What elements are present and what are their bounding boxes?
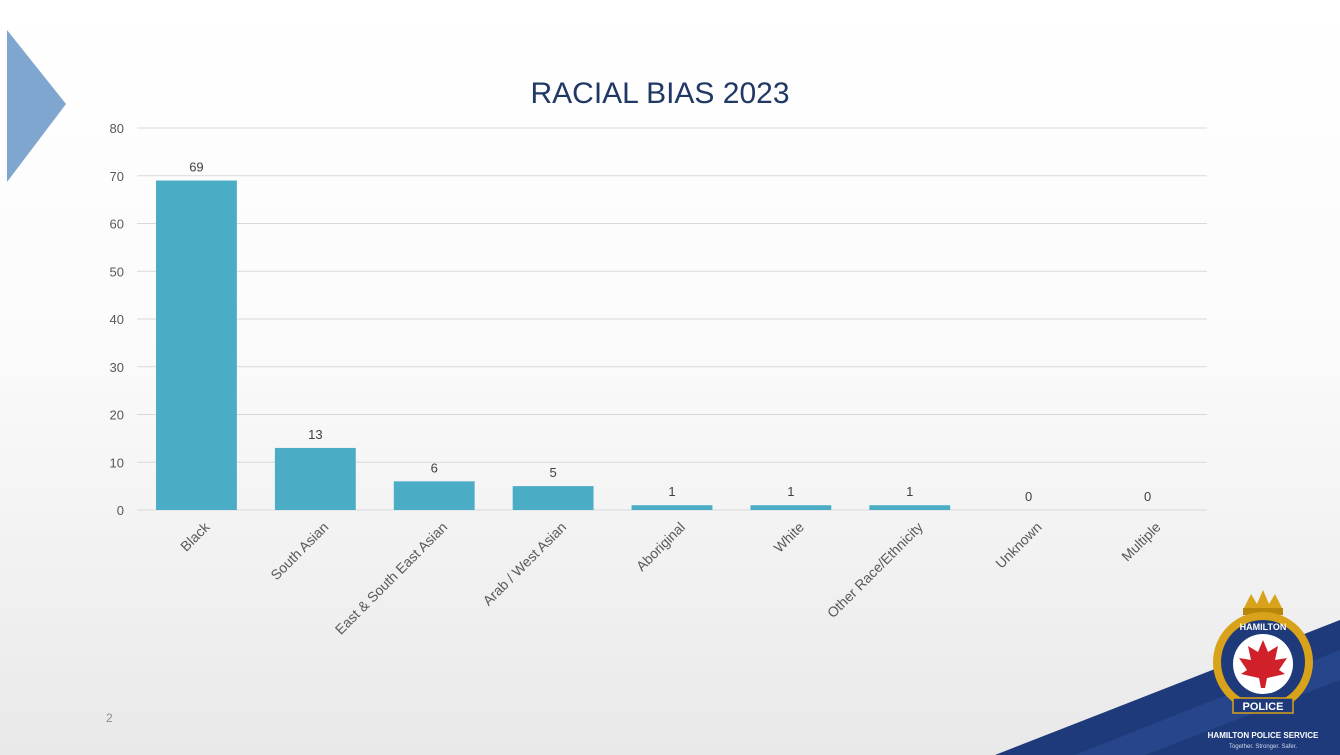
data-label: 69 [189, 160, 203, 175]
bar [750, 505, 832, 510]
x-tick-label: Unknown [992, 519, 1045, 572]
y-tick-label: 50 [110, 264, 124, 279]
x-tick-label: South Asian [267, 519, 331, 583]
y-tick-label: 80 [110, 121, 124, 136]
x-tick-label: Arab / West Asian [479, 519, 569, 609]
tagline: Together. Stronger. Safer. [1229, 744, 1297, 750]
y-tick-label: 30 [110, 360, 124, 375]
chevron-arrow-icon [7, 30, 66, 182]
crown-icon [1243, 590, 1283, 615]
x-tick-label: Multiple [1118, 519, 1164, 565]
y-tick-label: 70 [110, 169, 124, 184]
y-axis-ticks: 0 10 20 30 40 50 60 70 80 [110, 121, 124, 518]
hamilton-police-logo: HAMILTON POLICE HAMILTON POLICE SERVICE … [995, 590, 1340, 755]
data-label: 1 [668, 484, 675, 499]
bar [631, 505, 713, 510]
y-tick-label: 0 [117, 503, 124, 518]
x-tick-label: Aboriginal [633, 519, 688, 574]
maple-leaf-icon [1239, 640, 1287, 688]
y-tick-label: 20 [110, 408, 124, 423]
data-label: 0 [1025, 489, 1032, 504]
slide-number: 2 [106, 711, 113, 725]
x-tick-label: East & South East Asian [332, 519, 451, 638]
bars [156, 180, 951, 510]
bar [393, 481, 475, 510]
data-label: 1 [906, 484, 913, 499]
org-name: HAMILTON POLICE SERVICE [1208, 731, 1319, 740]
data-label: 0 [1144, 489, 1151, 504]
y-tick-label: 10 [110, 455, 124, 470]
bar [869, 505, 951, 510]
data-label: 1 [787, 484, 794, 499]
bar [512, 486, 594, 510]
x-tick-label: Other Race/Ethnicity [824, 519, 926, 621]
badge-banner-text: POLICE [1243, 701, 1284, 713]
y-tick-label: 40 [110, 312, 124, 327]
x-tick-label: Black [177, 518, 213, 554]
data-label: 6 [431, 460, 438, 475]
bar [156, 180, 237, 510]
badge-text: HAMILTON [1240, 622, 1287, 632]
data-labels: 69 13 6 5 1 1 1 0 0 [189, 160, 1151, 504]
chart-title: RACIAL BIAS 2023 [530, 77, 789, 110]
bar [274, 447, 356, 510]
data-label: 5 [549, 465, 556, 480]
data-label: 13 [308, 427, 322, 442]
x-tick-label: White [770, 519, 807, 556]
y-tick-label: 60 [110, 217, 124, 232]
